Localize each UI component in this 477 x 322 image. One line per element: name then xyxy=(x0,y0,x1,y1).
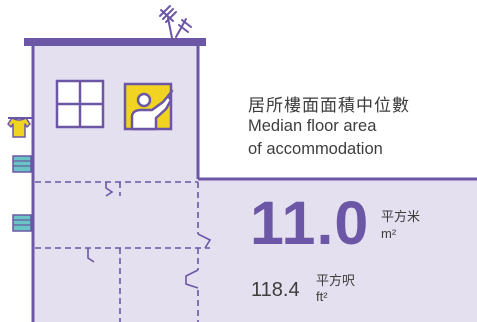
window-icon xyxy=(55,79,105,129)
unit-ft2-english: ft² xyxy=(316,289,328,304)
unit-ft2-chinese: 平方呎 xyxy=(316,274,356,289)
subdivided-unit-partitions xyxy=(35,181,212,322)
hanging-shirt-icon xyxy=(7,117,33,138)
median-area-value-m2: 11.0 xyxy=(250,189,370,257)
waving-person-icon xyxy=(130,89,174,131)
median-area-value-ft2: 118.4 xyxy=(251,279,300,301)
title-english-line2: of accommodation xyxy=(248,140,383,158)
building-lower-floor xyxy=(33,179,477,322)
tv-antenna-icon xyxy=(159,5,192,39)
building-outline xyxy=(31,45,200,322)
title-english-line1: Median floor area xyxy=(248,117,377,135)
air-conditioner-icon xyxy=(12,155,32,173)
air-conditioner-icon xyxy=(12,214,32,232)
unit-m2-english: m² xyxy=(381,226,397,241)
waving-person-window xyxy=(123,82,174,131)
unit-m2-chinese: 平方米 xyxy=(381,210,421,225)
roof xyxy=(24,38,206,46)
title-chinese: 居所樓面面積中位數 xyxy=(248,96,410,116)
